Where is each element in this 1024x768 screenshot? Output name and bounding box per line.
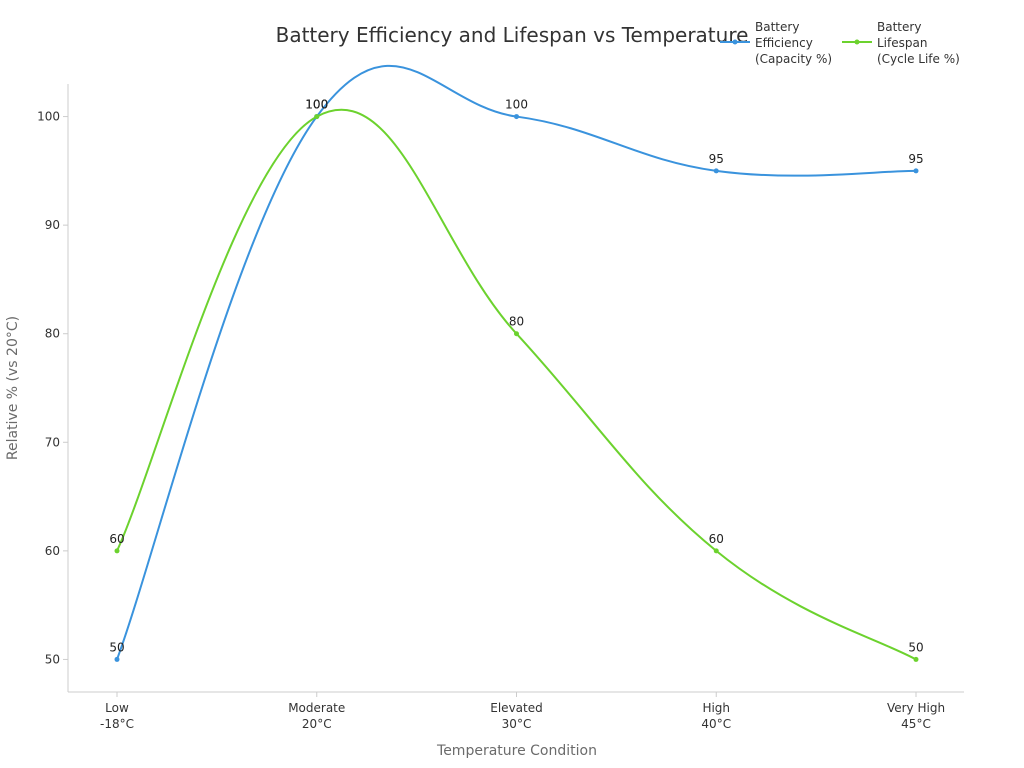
data-point — [913, 168, 919, 174]
y-tick-label: 60 — [45, 544, 60, 558]
chart-title: Battery Efficiency and Lifespan vs Tempe… — [276, 23, 749, 47]
x-tick-label: High 40°C — [701, 701, 731, 731]
data-point — [913, 656, 919, 662]
data-point — [713, 548, 719, 554]
data-point — [713, 168, 719, 174]
data-label: 80 — [509, 315, 524, 329]
x-axis-title: Temperature Condition — [436, 743, 597, 759]
legend-label: Battery Lifespan (Cycle Life %) — [877, 20, 960, 66]
x-ticks: Low -18°C Moderate 20°C Elevated 30°C High 40°C… — [100, 692, 945, 731]
data-label: 100 — [305, 98, 328, 112]
x-tick-label: Very High 45°C — [887, 701, 945, 731]
data-label: 50 — [109, 640, 124, 654]
data-point — [514, 331, 519, 337]
legend-swatch-marker — [854, 39, 860, 45]
y-tick-label: 70 — [45, 435, 60, 449]
data-label: 50 — [908, 640, 923, 654]
x-tick-label: Low -18°C — [100, 701, 134, 731]
data-point — [114, 656, 120, 662]
data-point — [314, 114, 320, 120]
legend-label: Battery Efficiency (Capacity %) — [755, 20, 832, 66]
data-label: 95 — [908, 152, 923, 166]
legend: Battery Efficiency (Capacity %) Battery Life… — [720, 20, 960, 66]
data-label: 100 — [505, 98, 528, 112]
legend-item: Battery Lifespan (Cycle Life %) — [842, 20, 960, 66]
data-label: 95 — [709, 152, 724, 166]
series-1: 50 100 100 95 95 — [109, 64, 924, 662]
data-point — [514, 114, 519, 120]
series-line — [116, 108, 917, 661]
y-axis-title: Relative % (vs 20°C) — [5, 316, 21, 460]
y-tick-label: 80 — [45, 327, 60, 341]
y-tick-label: 90 — [45, 218, 60, 232]
series-line — [116, 64, 917, 660]
y-tick-label: 50 — [45, 652, 60, 666]
data-label: 60 — [709, 532, 724, 546]
y-ticks: 50 60 70 80 90 100 — [37, 110, 68, 666]
series-2: 60 100 80 60 50 — [109, 98, 924, 662]
data-label: 60 — [109, 532, 124, 546]
x-tick-label: Moderate 20°C — [288, 701, 345, 731]
legend-item: Battery Efficiency (Capacity %) — [720, 20, 832, 66]
x-tick-label: Elevated 30°C — [490, 701, 542, 731]
data-label: 100 — [305, 98, 328, 112]
y-tick-label: 100 — [37, 110, 60, 124]
legend-swatch-marker — [732, 39, 738, 45]
data-point — [114, 548, 120, 554]
